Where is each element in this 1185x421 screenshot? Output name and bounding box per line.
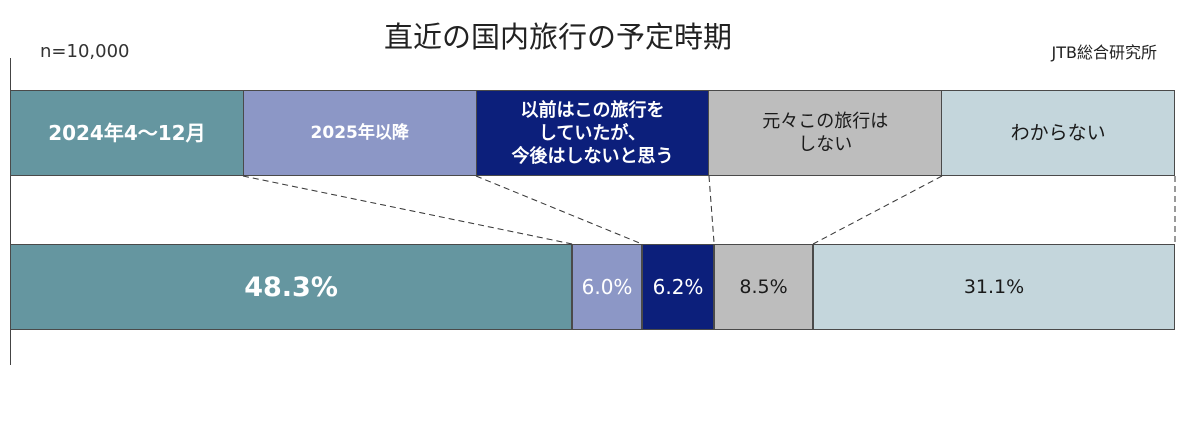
connector-line-2 xyxy=(475,175,643,245)
bar-segment-3: 6.2% xyxy=(641,244,715,330)
connector-line-4 xyxy=(812,175,943,245)
chart-title: 直近の国内旅行の予定時期 xyxy=(383,20,732,54)
legend-label-1: 2024年4～12月 xyxy=(48,120,206,145)
legend-label-3: 以前はこの旅行を していたが、 今後はしないと思う xyxy=(511,99,674,167)
legend: 2024年4～12月 2025年以降 以前はこの旅行を していたが、 今後はしな… xyxy=(10,90,1175,176)
stacked-bar: 48.3% 6.0% 6.2% 8.5% 31.1% xyxy=(10,244,1175,330)
bar-segment-1: 48.3% xyxy=(10,244,573,330)
data-label-5: 31.1% xyxy=(963,276,1025,298)
connector-line-1 xyxy=(242,175,573,245)
legend-label-5: わからない xyxy=(1010,121,1106,144)
category-axis-line xyxy=(10,58,11,365)
data-label-3: 6.2% xyxy=(652,275,704,299)
bar-segment-4: 8.5% xyxy=(714,244,814,330)
legend-item-4: 元々この旅行は しない xyxy=(708,90,943,176)
data-label-2: 6.0% xyxy=(581,275,633,299)
bar-segment-2: 6.0% xyxy=(572,244,642,330)
connector-line-3 xyxy=(708,175,715,245)
data-label-4: 8.5% xyxy=(739,276,788,298)
data-label-1: 48.3% xyxy=(244,271,338,303)
legend-item-2: 2025年以降 xyxy=(242,90,477,176)
bar-segment-5: 31.1% xyxy=(813,244,1175,330)
legend-label-2: 2025年以降 xyxy=(310,122,409,143)
legend-item-5: わからない xyxy=(941,90,1175,176)
source-credit: JTB総合研究所 xyxy=(1051,43,1157,62)
legend-item-3: 以前はこの旅行を していたが、 今後はしないと思う xyxy=(475,90,710,176)
legend-item-1: 2024年4～12月 xyxy=(10,90,244,176)
legend-label-4: 元々この旅行は しない xyxy=(762,111,889,155)
sample-size-note: n=10,000 xyxy=(40,41,130,62)
